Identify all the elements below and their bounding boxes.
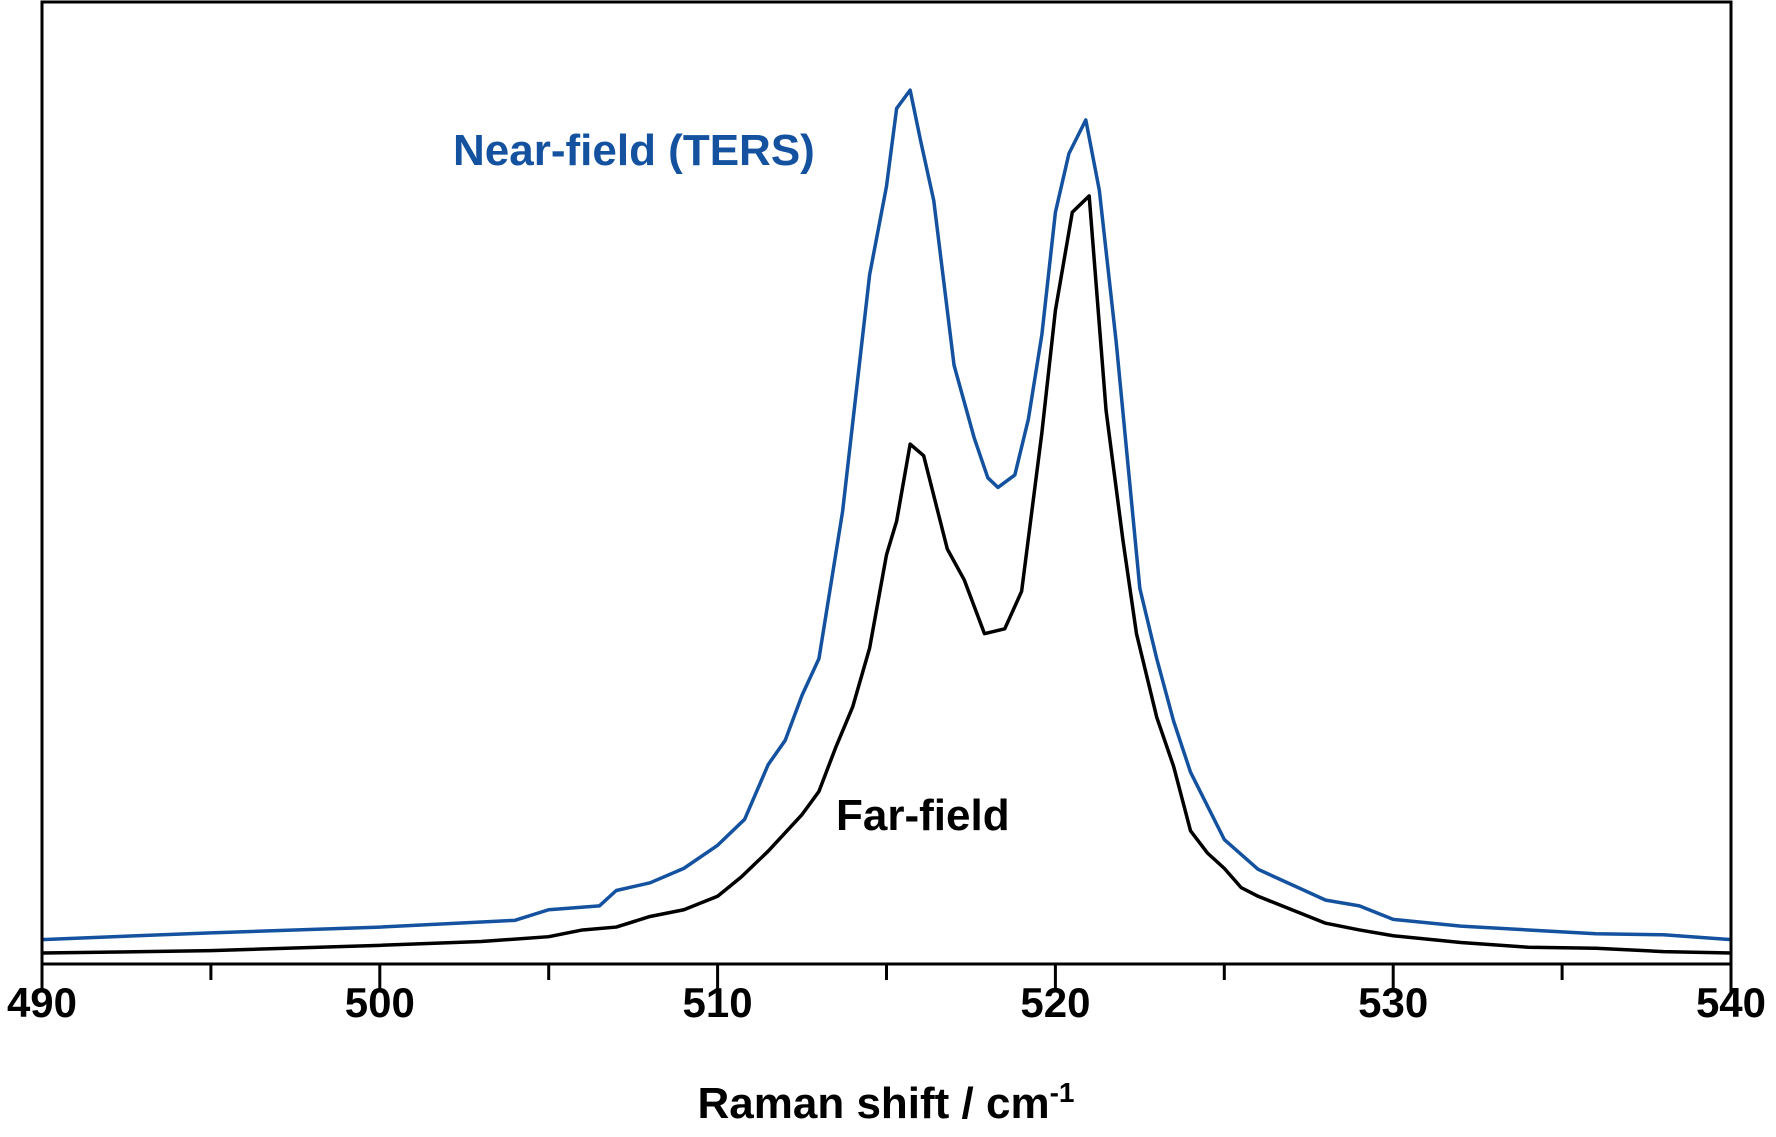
x-tick-label: 500 — [345, 979, 415, 1026]
annotation-far-field: Far-field — [836, 791, 1010, 840]
x-axis-label-superscript: -1 — [1050, 1077, 1075, 1108]
x-tick-label: 540 — [1696, 979, 1766, 1026]
x-tick-label: 490 — [7, 979, 77, 1026]
series-line-far-field — [41, 194, 1732, 955]
annotation-near-field: Near-field (TERS) — [453, 126, 815, 175]
series-line-near-field — [41, 88, 1732, 942]
x-axis-ticks: 490 500 510 520 530 540 — [7, 964, 1766, 1026]
x-axis-label: Raman shift / cm-1 — [698, 1077, 1075, 1128]
x-tick-label: 530 — [1358, 979, 1428, 1026]
series-layer — [41, 88, 1732, 955]
x-axis-label-text: Raman shift / cm — [698, 1079, 1050, 1128]
x-tick-label: 520 — [1020, 979, 1090, 1026]
x-tick-label: 510 — [683, 979, 753, 1026]
